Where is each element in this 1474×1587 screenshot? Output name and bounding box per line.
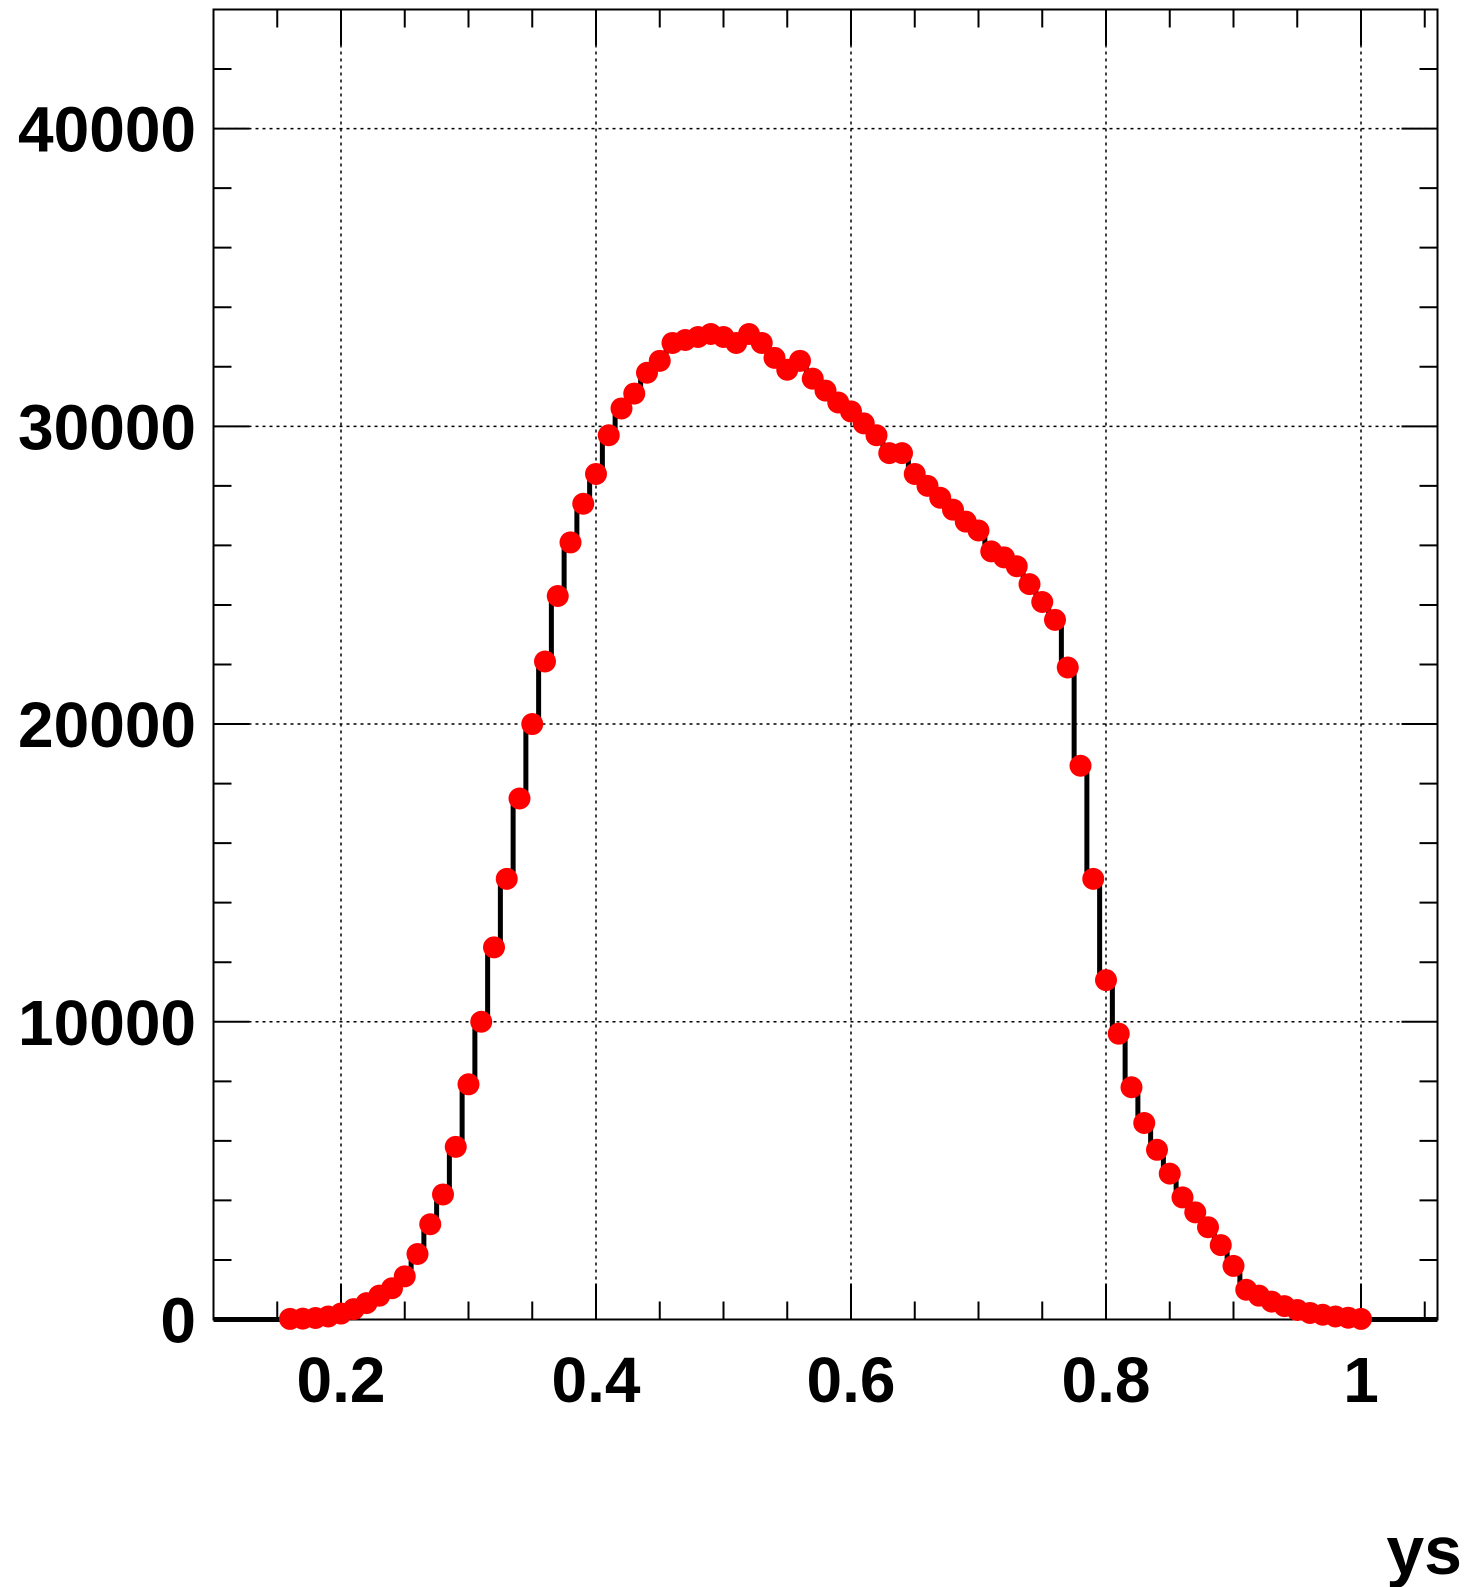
data-point	[1197, 1216, 1219, 1239]
data-point	[470, 1010, 493, 1033]
data-point	[457, 1073, 480, 1096]
data-point	[597, 424, 620, 447]
y-tick-label: 20000	[18, 689, 196, 761]
data-point	[1350, 1307, 1372, 1330]
data-point	[967, 519, 990, 542]
data-point	[483, 936, 505, 959]
y-tick-label: 0	[160, 1285, 196, 1357]
data-point	[1018, 573, 1041, 596]
y-tick-label: 10000	[18, 987, 196, 1059]
data-point	[534, 650, 556, 673]
data-point	[1056, 656, 1079, 679]
data-point	[1209, 1234, 1232, 1257]
data-point	[546, 585, 569, 608]
data-point	[1222, 1254, 1245, 1277]
histogram-step-line	[213, 331, 1438, 1322]
x-tick-label: 0.8	[1062, 1344, 1151, 1416]
data-point	[750, 331, 773, 354]
data-point	[1069, 754, 1092, 777]
data-point	[495, 867, 518, 890]
data-point	[1082, 867, 1105, 890]
data-point	[1005, 555, 1028, 578]
histogram-outline	[213, 331, 1438, 1322]
data-point	[1146, 1138, 1168, 1161]
data-point	[419, 1213, 442, 1236]
data-point	[406, 1243, 429, 1265]
data-point	[1133, 1112, 1156, 1134]
data-point	[508, 787, 531, 810]
x-tick-label: 0.4	[552, 1344, 641, 1416]
data-point	[1158, 1162, 1181, 1185]
data-point	[1095, 969, 1117, 992]
data-point	[865, 424, 888, 447]
x-axis-title: ys	[1386, 1513, 1462, 1587]
data-point	[1107, 1022, 1130, 1045]
data-point	[891, 442, 913, 465]
data-point	[521, 713, 544, 736]
data-point	[623, 382, 646, 405]
y-tick-label: 40000	[18, 94, 196, 166]
data-point	[444, 1135, 467, 1158]
data-point	[1031, 590, 1054, 613]
data-point	[789, 349, 811, 372]
data-point	[648, 349, 671, 372]
tick-labels: 0.2 0.4 0.6 0.8 1 0 10000 20000 30000 40000	[18, 94, 1379, 1416]
data-point	[432, 1183, 454, 1206]
data-point	[610, 397, 633, 420]
data-point	[1171, 1186, 1194, 1209]
x-tick-label: 1	[1343, 1344, 1379, 1416]
data-point	[1044, 608, 1066, 631]
data-point	[393, 1265, 416, 1288]
y-tick-label: 30000	[18, 391, 196, 463]
axis-ticks	[212, 8, 1438, 1321]
data-point	[1184, 1201, 1207, 1224]
data-point	[585, 462, 607, 485]
data-point	[559, 531, 582, 554]
data-point	[572, 492, 595, 515]
x-tick-label: 0.6	[807, 1344, 896, 1416]
grid-lines	[213, 9, 1438, 1320]
data-markers	[279, 323, 1372, 1330]
plot-frame	[212, 8, 1439, 1321]
data-point	[1120, 1076, 1143, 1099]
x-tick-label: 0.2	[297, 1344, 386, 1416]
